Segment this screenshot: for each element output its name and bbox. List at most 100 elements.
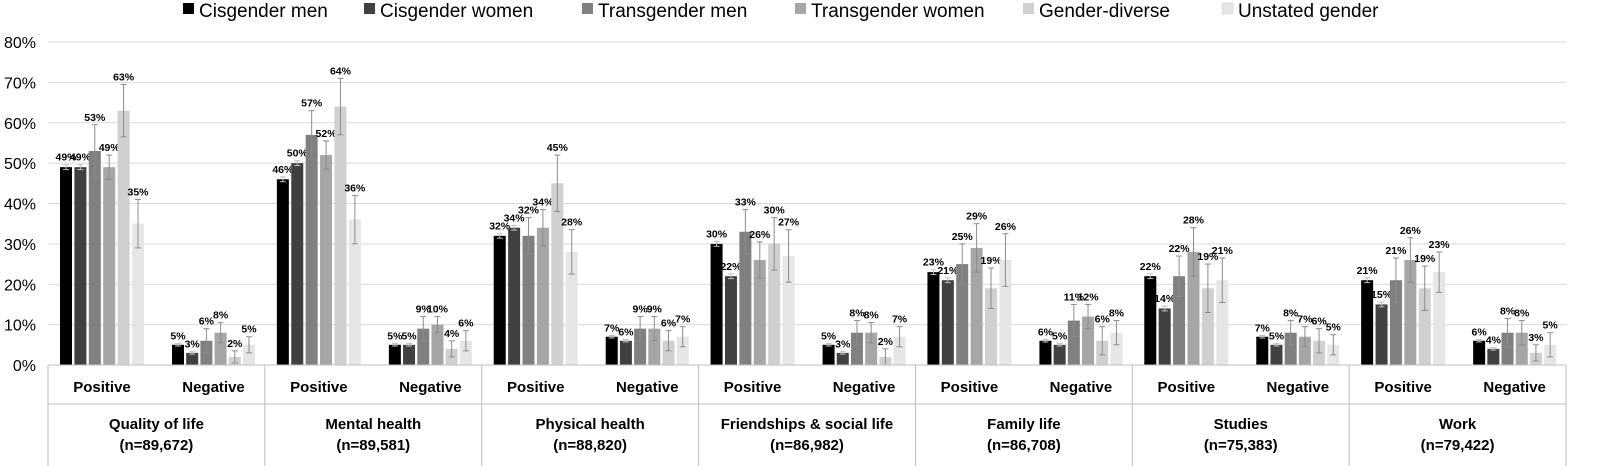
bar <box>1473 340 1486 365</box>
bar <box>1256 336 1269 365</box>
data-label: 49% <box>55 152 77 164</box>
data-label: 4% <box>1486 335 1502 347</box>
legend-swatch <box>1023 3 1034 14</box>
data-label: 9% <box>633 304 649 316</box>
legend-label: Cisgender women <box>380 1 533 22</box>
bar <box>1067 320 1080 365</box>
legend-swatch <box>183 3 194 14</box>
data-label: 5% <box>241 324 257 336</box>
bar <box>1201 288 1214 365</box>
x-category-n: (n=86,708) <box>987 437 1061 454</box>
data-label: 52% <box>316 128 338 140</box>
x-category-label: Physical health <box>536 416 645 433</box>
bar <box>1053 344 1066 365</box>
bar <box>662 340 675 365</box>
x-subcategory-label: Negative <box>833 379 896 396</box>
x-subcategory-label: Positive <box>1158 379 1216 396</box>
legend-label: Gender-diverse <box>1039 1 1170 22</box>
bar <box>1389 280 1402 365</box>
data-label: 34% <box>532 197 554 209</box>
bar <box>782 255 795 365</box>
bar <box>1144 276 1157 365</box>
data-label: 30% <box>764 205 786 217</box>
x-category-n: (n=88,820) <box>553 437 627 454</box>
data-label: 35% <box>127 186 149 198</box>
data-label: 28% <box>561 217 583 229</box>
bar <box>1515 332 1528 365</box>
data-label: 29% <box>966 211 988 223</box>
bar <box>768 243 781 365</box>
bar <box>1487 348 1500 365</box>
data-label: 4% <box>444 328 460 340</box>
x-category-n: (n=89,672) <box>120 437 194 454</box>
bar <box>214 332 227 365</box>
bar <box>1173 276 1186 365</box>
bar <box>276 179 289 365</box>
data-label: 19% <box>1414 253 1436 265</box>
x-subcategory-label: Negative <box>399 379 462 396</box>
x-category-label: Studies <box>1214 416 1268 433</box>
bar <box>850 332 863 365</box>
bar <box>459 340 472 365</box>
bar <box>1158 308 1171 365</box>
data-label: 21% <box>1212 245 1234 257</box>
data-label: 6% <box>458 318 474 330</box>
legend-label: Unstated gender <box>1238 1 1379 22</box>
gridlines <box>48 41 1566 326</box>
data-label: 6% <box>199 316 215 328</box>
data-label: 8% <box>864 310 880 322</box>
data-label: 3% <box>1528 332 1544 344</box>
data-label: 45% <box>547 142 569 154</box>
x-axis: Positive Negative Quality of life (n=89,672… <box>47 364 1567 466</box>
bar <box>565 251 578 365</box>
x-category-label: Friendships & social life <box>721 416 894 433</box>
data-label: 5% <box>387 331 403 343</box>
data-label: 30% <box>706 228 728 240</box>
bar <box>117 110 130 365</box>
legend: Cisgender men Cisgender women Transgender … <box>183 1 1379 22</box>
bar <box>836 352 849 365</box>
bar <box>103 167 116 365</box>
data-label: 7% <box>1297 314 1313 326</box>
legend-label: Transgender women <box>811 1 985 22</box>
data-label: 32% <box>489 220 511 232</box>
data-label: 8% <box>1500 306 1516 318</box>
data-label: 2% <box>878 336 894 348</box>
data-label: 7% <box>892 314 908 326</box>
y-axis: 0% 10% 20% 30% 40% 50% 60% 70% 80% <box>4 35 36 375</box>
data-label: 6% <box>1095 314 1111 326</box>
data-label: 8% <box>1109 308 1125 320</box>
data-label: 5% <box>1052 331 1068 343</box>
data-label: 6% <box>1038 327 1054 339</box>
y-tick-label: 10% <box>4 318 36 335</box>
data-label: 26% <box>749 229 771 241</box>
y-tick-label: 0% <box>13 358 36 375</box>
data-label: 19% <box>981 255 1003 267</box>
bar <box>1298 336 1311 365</box>
y-tick-label: 60% <box>4 116 36 133</box>
data-label: 7% <box>675 314 691 326</box>
bar <box>1433 272 1446 365</box>
x-subcategory-label: Positive <box>724 379 782 396</box>
x-subcategory-label: Negative <box>1483 379 1546 396</box>
legend-label: Transgender men <box>598 1 747 22</box>
bar <box>865 332 878 365</box>
bar <box>1270 344 1283 365</box>
data-label: 6% <box>1472 327 1488 339</box>
bar <box>431 324 444 365</box>
y-tick-label: 30% <box>4 237 36 254</box>
bar <box>493 235 506 365</box>
x-subcategory-label: Positive <box>290 379 348 396</box>
bar <box>724 276 737 365</box>
bar <box>956 264 969 365</box>
bar <box>74 167 87 365</box>
legend-label: Cisgender men <box>199 1 328 22</box>
bar <box>88 151 101 365</box>
data-label: 22% <box>720 261 742 273</box>
x-category-n: (n=86,982) <box>770 437 844 454</box>
bar <box>334 106 347 365</box>
data-label: 36% <box>344 182 366 194</box>
data-label: 34% <box>504 212 526 224</box>
x-subcategory-label: Positive <box>507 379 565 396</box>
bar <box>648 328 661 365</box>
